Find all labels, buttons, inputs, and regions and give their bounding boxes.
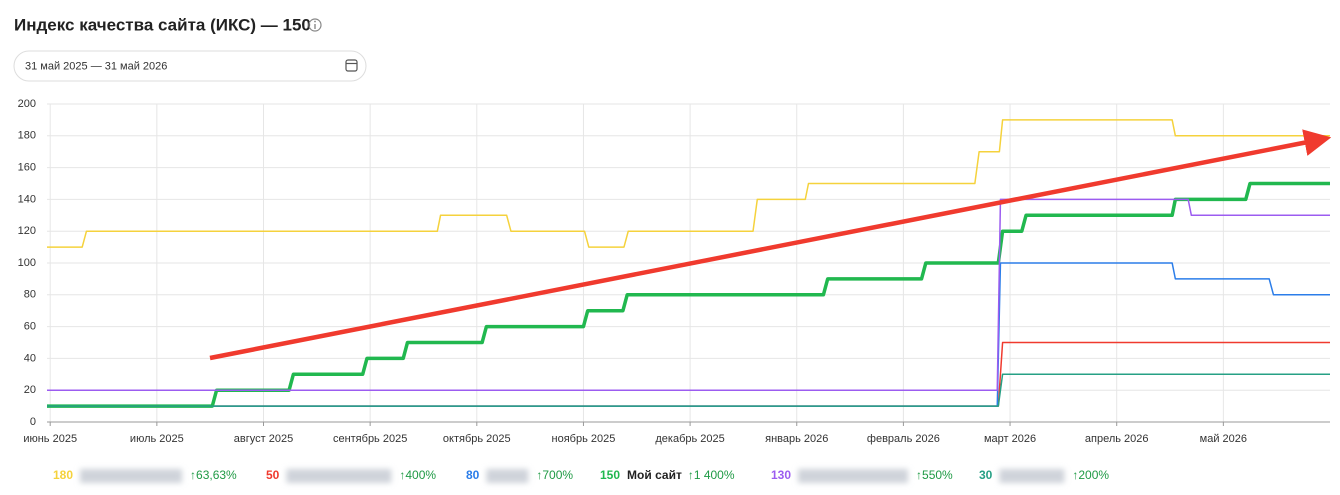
legend-change: ↑200% <box>1072 468 1109 482</box>
date-range: 31 май 2025 — 31 май 2026 <box>25 60 167 72</box>
x-tick-label: июнь 2025 <box>23 433 77 445</box>
blurred-name <box>486 469 529 483</box>
x-tick-label: февраль 2026 <box>867 433 940 445</box>
legend-item[interactable]: 80 ↑700% <box>466 468 573 483</box>
y-tick-label: 80 <box>24 289 36 301</box>
y-tick-label: 180 <box>18 130 36 142</box>
legend-value: 80 <box>466 468 480 482</box>
series-line <box>47 373 1330 407</box>
series-line <box>47 181 1330 408</box>
legend-change: ↑1 400% <box>688 468 735 482</box>
series-line <box>47 198 1330 391</box>
info-icon[interactable] <box>308 18 322 32</box>
legend-change: ↑400% <box>399 468 436 482</box>
x-tick-label: март 2026 <box>984 433 1036 445</box>
page-title: Индекс качества сайта (ИКС) — 150 <box>14 15 311 34</box>
x-tick-label: декабрь 2025 <box>655 433 724 445</box>
y-tick-label: 20 <box>24 384 36 396</box>
x-tick-label: август 2025 <box>234 433 293 445</box>
legend-name: Мой сайт <box>627 468 682 482</box>
legend: 180 ↑63,63% 50 ↑400% 80 ↑700% 150 Мой сайт ↑1 40… <box>53 468 1109 483</box>
blurred-name <box>999 469 1065 483</box>
legend-item[interactable]: 150 Мой сайт ↑1 400% <box>600 468 735 482</box>
blurred-name <box>80 469 183 483</box>
blurred-name <box>798 469 909 483</box>
series-line <box>47 262 1330 407</box>
legend-change: ↑550% <box>916 468 953 482</box>
blurred-name <box>286 469 392 483</box>
legend-value: 130 <box>771 468 791 482</box>
legend-change: ↑63,63% <box>190 468 237 482</box>
date-picker[interactable]: 31 май 2025 — 31 май 2026 <box>13 50 367 82</box>
y-tick-label: 120 <box>18 225 36 237</box>
plot: 0 20 40 60 80 100 120 140 160 180 200 июнь 2025 июль… <box>18 98 1330 445</box>
y-tick-label: 0 <box>30 416 36 428</box>
y-tick-label: 200 <box>18 98 36 110</box>
legend-item[interactable]: 180 ↑63,63% <box>53 468 237 483</box>
x-tick-label: май 2026 <box>1200 433 1247 445</box>
series-line <box>47 119 1330 248</box>
x-tick-label: апрель 2026 <box>1085 433 1149 445</box>
legend-value: 150 <box>600 468 620 482</box>
annotation-arrow <box>209 129 1332 361</box>
legend-value: 50 <box>266 468 280 482</box>
x-tick-label: сентябрь 2025 <box>333 433 407 445</box>
x-tick-label: январь 2026 <box>765 433 828 445</box>
y-tick-label: 40 <box>24 352 36 364</box>
legend-change: ↑700% <box>536 468 573 482</box>
legend-item[interactable]: 50 ↑400% <box>266 468 436 483</box>
x-tick-label: июль 2025 <box>130 433 184 445</box>
y-tick-label: 60 <box>24 321 36 333</box>
legend-value: 30 <box>979 468 993 482</box>
legend-item[interactable]: 30 ↑200% <box>979 468 1109 483</box>
legend-value: 180 <box>53 468 73 482</box>
y-tick-label: 160 <box>18 162 36 174</box>
legend-item[interactable]: 130 ↑550% <box>771 468 953 483</box>
y-tick-label: 100 <box>18 257 36 269</box>
y-tick-label: 140 <box>18 193 36 205</box>
x-tick-label: ноябрь 2025 <box>552 433 616 445</box>
x-tick-label: октябрь 2025 <box>443 433 511 445</box>
